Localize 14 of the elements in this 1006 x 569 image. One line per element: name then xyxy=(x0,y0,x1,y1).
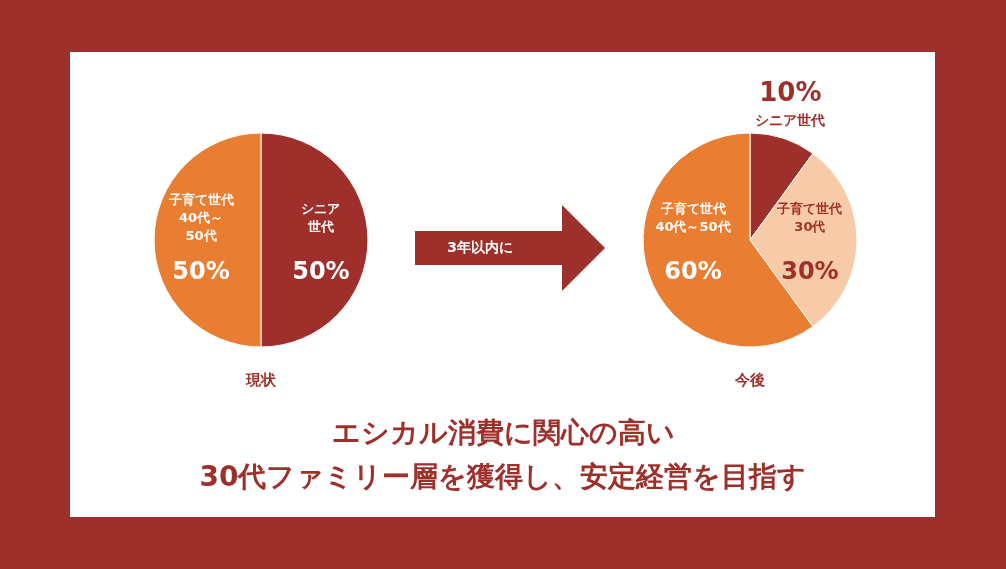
slice-label: 子育て世代 40代～50代 xyxy=(655,200,731,234)
data-label: 60% xyxy=(664,257,722,285)
text: エシカル消費に関心の高い 30代ファミリー層を獲得し、安定経営を目指す xyxy=(199,416,807,493)
slice-label: シニア世代 xyxy=(301,200,341,234)
data-label: 10% xyxy=(759,77,822,108)
data-label: 50% xyxy=(292,257,350,285)
data-label: 50% xyxy=(172,257,230,285)
slice-label: 子育て世代 30代 xyxy=(776,200,843,234)
slice-label: シニア世代 xyxy=(755,111,826,128)
text: 現状 xyxy=(245,370,277,389)
text: 今後 xyxy=(734,370,765,389)
data-label: 30% xyxy=(781,257,839,285)
slice-label: 子育て世代 40代～ 50代 xyxy=(167,191,234,243)
text: 3年以内に xyxy=(447,239,513,255)
